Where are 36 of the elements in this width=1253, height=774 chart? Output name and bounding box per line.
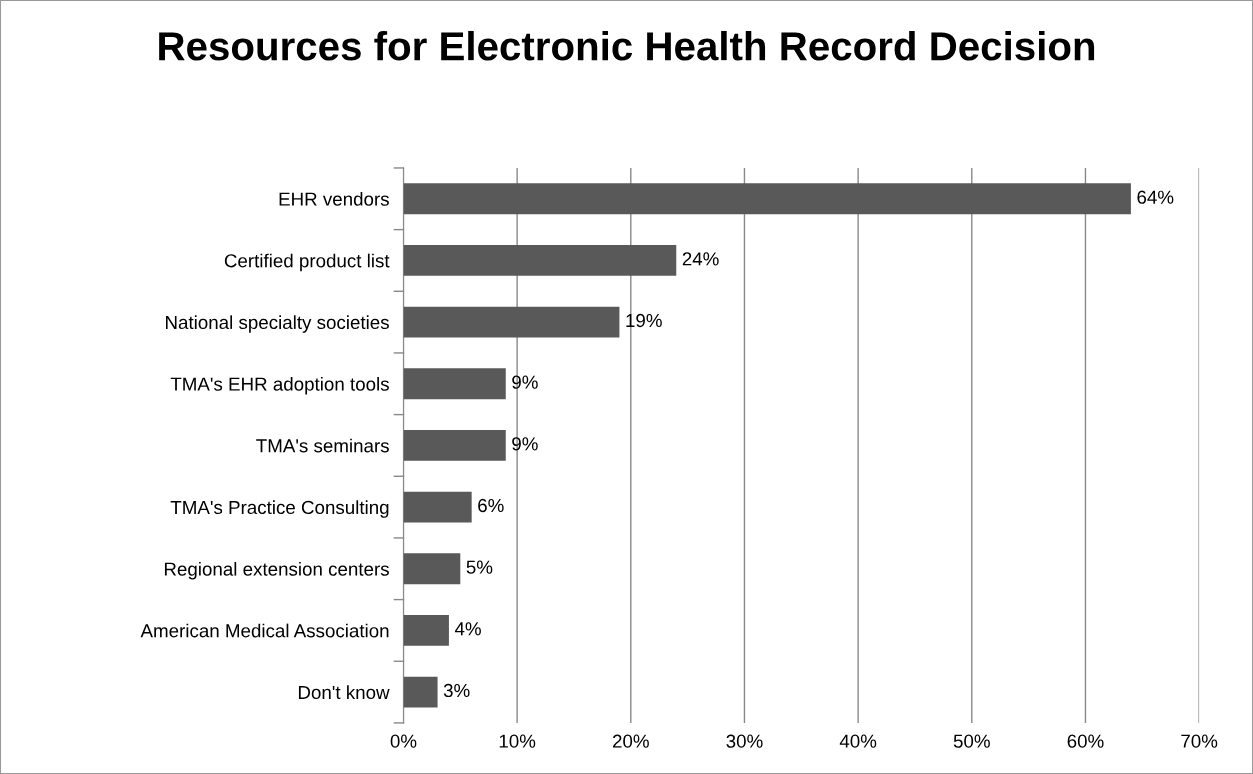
x-tick-label: 50% bbox=[953, 734, 990, 748]
bar bbox=[403, 491, 472, 523]
data-label: 24% bbox=[682, 252, 719, 266]
x-tick-label: 30% bbox=[726, 734, 763, 748]
bar bbox=[403, 306, 620, 338]
y-tick-label: Certified product list bbox=[224, 253, 390, 272]
data-label: 64% bbox=[1137, 190, 1174, 204]
y-tick-label: TMA's EHR adoption tools bbox=[170, 376, 389, 395]
data-label: 9% bbox=[512, 437, 538, 451]
bar bbox=[403, 368, 506, 400]
x-tick-label: 60% bbox=[1067, 734, 1104, 748]
chart-title: Resources for Electronic Health Record Decision bbox=[159, 30, 1095, 61]
x-tick-label: 0% bbox=[390, 734, 417, 748]
bar bbox=[403, 183, 1131, 215]
bar bbox=[403, 553, 461, 585]
data-label: 5% bbox=[466, 560, 493, 574]
data-label: 4% bbox=[454, 622, 481, 636]
bar bbox=[403, 430, 506, 461]
data-label: 9% bbox=[512, 375, 538, 389]
data-label: 6% bbox=[478, 498, 504, 513]
y-tick-label: American Medical Association bbox=[140, 623, 389, 638]
y-tick-label: National specialty societies bbox=[166, 315, 389, 333]
y-tick-label: TMA's seminars bbox=[256, 438, 389, 453]
y-tick-label: TMA's Practice Consulting bbox=[170, 500, 389, 518]
bar bbox=[403, 676, 438, 708]
data-label: 19% bbox=[626, 313, 662, 328]
y-tick-label: EHR vendors bbox=[279, 192, 389, 206]
data-label: 3% bbox=[443, 683, 470, 698]
x-tick-label: 70% bbox=[1181, 734, 1218, 748]
x-tick-label: 40% bbox=[839, 734, 877, 748]
y-tick-label: Regional extension centers bbox=[164, 561, 389, 580]
x-tick-label: 10% bbox=[499, 734, 536, 748]
bar bbox=[403, 615, 449, 646]
x-tick-label: 20% bbox=[612, 734, 649, 748]
y-tick-label: Don't know bbox=[298, 685, 390, 700]
bar bbox=[403, 245, 677, 276]
